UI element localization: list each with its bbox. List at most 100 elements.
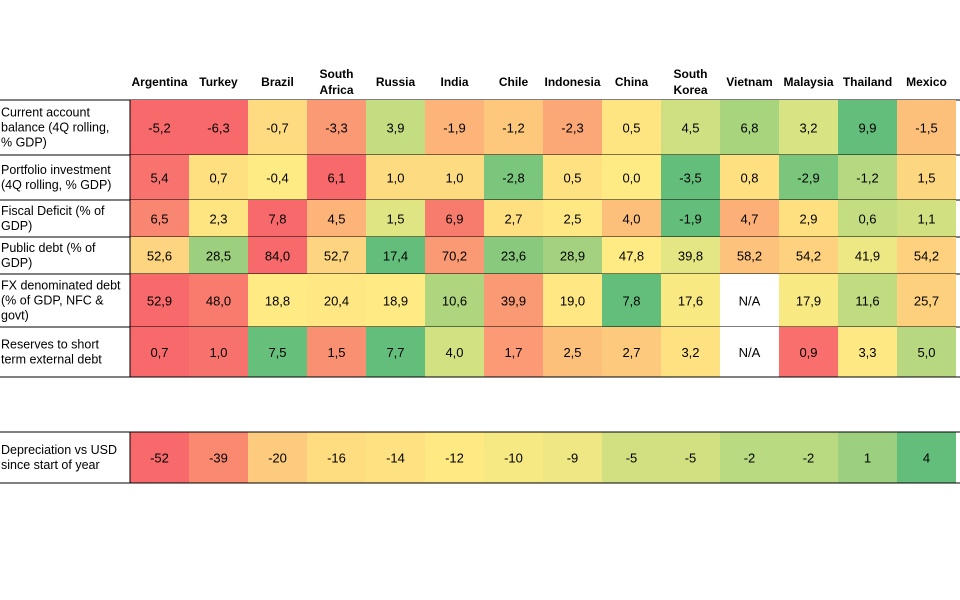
row-label: Current account balance (4Q rolling,% GDP… <box>1 106 109 150</box>
heatmap-cell <box>484 432 543 483</box>
heatmap-cell <box>779 274 838 327</box>
cell-value: 70,2 <box>442 249 467 264</box>
heatmap-cell <box>602 237 661 274</box>
cell-value: 3,9 <box>386 121 404 136</box>
cell-value: -1,9 <box>679 212 701 227</box>
row-label: FX denominated debt (% of GDP, NFC & govt) <box>1 279 121 323</box>
cell-value: 1,0 <box>209 345 227 360</box>
cell-value: 5,0 <box>917 345 935 360</box>
cell-value: 6,9 <box>445 212 463 227</box>
cell-value: 1,1 <box>917 212 935 227</box>
heatmap-cell <box>661 155 720 200</box>
cell-value: 7,8 <box>268 212 286 227</box>
cell-value: 3,2 <box>681 345 699 360</box>
cell-value: 0,7 <box>209 171 227 186</box>
cell-value: -6,3 <box>207 121 229 136</box>
column-header: Argentina <box>131 75 187 89</box>
cell-value: 1,5 <box>917 171 935 186</box>
cell-value: -2 <box>744 451 756 466</box>
cell-value: 17,4 <box>383 249 408 264</box>
cell-value: 47,8 <box>619 249 644 264</box>
heatmap-cell <box>720 327 779 377</box>
row-label: Reserves to short term external debt <box>1 338 102 367</box>
cell-value: 54,2 <box>914 249 939 264</box>
cell-value: 2,5 <box>563 212 581 227</box>
heatmap-cell <box>484 200 543 237</box>
column-header: South Africa <box>319 67 353 97</box>
cell-value: 17,6 <box>678 294 703 309</box>
heatmap-cell <box>307 237 366 274</box>
cell-value: -10 <box>504 451 523 466</box>
cell-value: 17,9 <box>796 294 821 309</box>
heatmap-cell <box>307 432 366 483</box>
cell-value: 23,6 <box>501 249 526 264</box>
heatmap-cell <box>130 237 189 274</box>
cell-value: 2,3 <box>209 212 227 227</box>
cell-value: 1 <box>864 451 871 466</box>
cell-value: -1,2 <box>502 121 524 136</box>
heatmap-cell <box>484 274 543 327</box>
heatmap-cell <box>779 200 838 237</box>
heatmap-cell <box>897 327 956 377</box>
cell-value: 25,7 <box>914 294 939 309</box>
cell-value: 4,7 <box>740 212 758 227</box>
cell-value: -0,7 <box>266 121 288 136</box>
heatmap-cell <box>602 100 661 155</box>
heatmap-cell <box>897 155 956 200</box>
cell-value: -5 <box>685 451 697 466</box>
cell-value: -12 <box>445 451 464 466</box>
cell-value: -3,3 <box>325 121 347 136</box>
cell-value: -5,2 <box>148 121 170 136</box>
heatmap-cell <box>307 100 366 155</box>
heatmap-cell <box>543 100 602 155</box>
cell-value: -39 <box>209 451 228 466</box>
heatmap-cell <box>425 274 484 327</box>
heatmap-cell <box>897 274 956 327</box>
heatmap-cell <box>484 327 543 377</box>
heatmap-cell <box>720 237 779 274</box>
heatmap-cell <box>720 155 779 200</box>
heatmap-cell <box>189 327 248 377</box>
heatmap-cell <box>543 432 602 483</box>
cell-value: -1,5 <box>915 121 937 136</box>
cell-value: 19,0 <box>560 294 585 309</box>
heatmap-cell <box>838 237 897 274</box>
heatmap-cell <box>838 155 897 200</box>
heatmap-cell <box>543 200 602 237</box>
heatmap-cell <box>366 274 425 327</box>
heatmap-cell <box>307 155 366 200</box>
heatmap-cell <box>189 155 248 200</box>
heatmap-cell <box>779 237 838 274</box>
heatmap-cell <box>602 432 661 483</box>
column-header: Chile <box>499 75 529 89</box>
heatmap-cell <box>248 155 307 200</box>
row-label: Portfolio investment (4Q rolling, % GDP) <box>1 163 111 192</box>
heatmap-cell <box>425 155 484 200</box>
cell-value: -16 <box>327 451 346 466</box>
heatmap-cell <box>307 274 366 327</box>
cell-value: 2,7 <box>504 212 522 227</box>
heatmap-cell <box>248 432 307 483</box>
heatmap-cell <box>366 200 425 237</box>
heatmap-cell <box>425 100 484 155</box>
heatmap-cell <box>189 200 248 237</box>
heatmap-cell <box>248 100 307 155</box>
cell-value: -1,9 <box>443 121 465 136</box>
cell-value: 39,8 <box>678 249 703 264</box>
heatmap-cell <box>189 237 248 274</box>
heatmap-cell <box>661 432 720 483</box>
heatmap-cell <box>543 155 602 200</box>
heatmap-cell <box>366 100 425 155</box>
heatmap-cell <box>425 327 484 377</box>
heatmap-cell <box>602 274 661 327</box>
cell-value: 1,0 <box>386 171 404 186</box>
cell-value: 11,6 <box>855 294 879 309</box>
cell-value: 52,6 <box>147 249 172 264</box>
cell-value: 10,6 <box>442 294 467 309</box>
cell-value: 58,2 <box>737 249 762 264</box>
heatmap-cell <box>425 237 484 274</box>
cell-value: 48,0 <box>206 294 231 309</box>
cell-value: 20,4 <box>324 294 349 309</box>
cell-value: 0,5 <box>622 121 640 136</box>
heatmap-cell <box>248 327 307 377</box>
